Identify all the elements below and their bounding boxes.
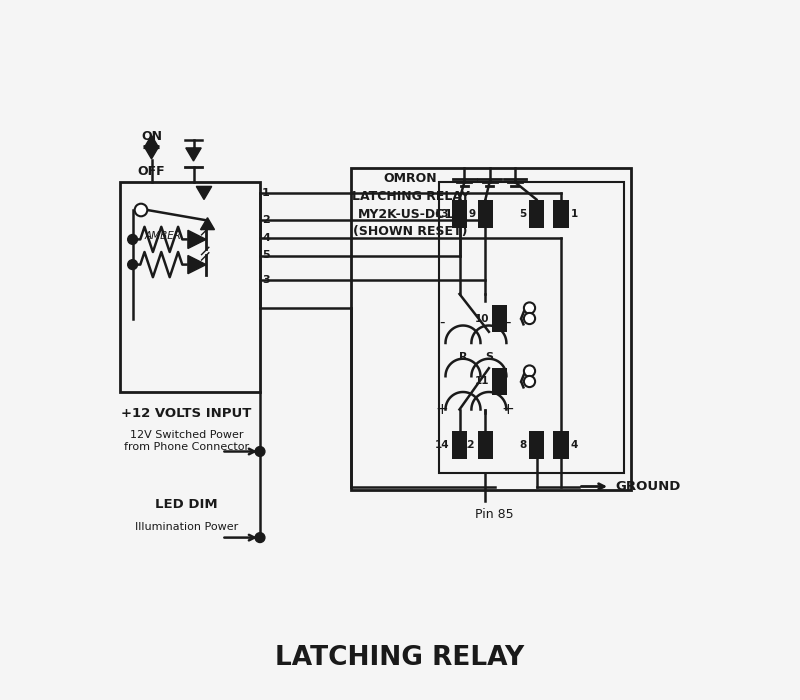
Polygon shape: [144, 146, 159, 159]
Text: 9: 9: [469, 209, 475, 218]
Text: 1: 1: [570, 209, 578, 218]
Circle shape: [128, 260, 138, 270]
Text: 14: 14: [435, 440, 450, 449]
Text: 12: 12: [461, 440, 475, 449]
Bar: [452, 430, 467, 458]
Bar: [452, 199, 467, 228]
Text: +12 VOLTS INPUT: +12 VOLTS INPUT: [122, 407, 252, 420]
Text: 8: 8: [519, 440, 526, 449]
Text: 5: 5: [262, 251, 270, 260]
Text: AMBER: AMBER: [145, 231, 182, 241]
Circle shape: [128, 234, 138, 244]
Text: Pin 85: Pin 85: [475, 508, 514, 521]
Text: Illumination Power: Illumination Power: [135, 522, 238, 531]
Text: 4: 4: [570, 440, 578, 449]
Circle shape: [524, 313, 535, 324]
Text: OFF: OFF: [138, 165, 166, 178]
Bar: [478, 199, 493, 228]
Text: 11: 11: [475, 377, 490, 386]
Text: 3: 3: [262, 275, 270, 285]
Polygon shape: [188, 256, 206, 274]
Text: LATCHING RELAY: LATCHING RELAY: [275, 645, 525, 671]
Bar: [492, 305, 507, 332]
Bar: [438, 182, 624, 472]
Text: 13: 13: [435, 209, 450, 218]
Text: 1: 1: [262, 188, 270, 197]
Polygon shape: [144, 135, 159, 148]
Circle shape: [524, 376, 535, 387]
Text: OMRON
LATCHING RELAY
MY2K-US-DC12
(SHOWN RESET): OMRON LATCHING RELAY MY2K-US-DC12 (SHOWN…: [352, 172, 470, 239]
Bar: [351, 168, 631, 490]
Circle shape: [524, 365, 535, 377]
Text: S: S: [485, 352, 493, 362]
Bar: [529, 199, 544, 228]
Text: 5: 5: [519, 209, 526, 218]
Text: 2: 2: [262, 216, 270, 225]
Polygon shape: [201, 218, 214, 230]
Text: +: +: [436, 402, 448, 417]
Text: ON: ON: [141, 130, 162, 143]
Text: 12V Switched Power
from Phone Connector: 12V Switched Power from Phone Connector: [124, 430, 249, 452]
Circle shape: [524, 302, 535, 314]
Bar: [492, 368, 507, 395]
Polygon shape: [188, 230, 206, 248]
Text: 4: 4: [262, 233, 270, 243]
Circle shape: [255, 533, 265, 542]
Polygon shape: [196, 186, 212, 200]
Bar: [554, 199, 569, 228]
Circle shape: [134, 204, 147, 216]
Polygon shape: [186, 148, 202, 161]
Bar: [529, 430, 544, 458]
Bar: [478, 430, 493, 458]
Text: GROUND: GROUND: [616, 480, 681, 493]
Text: +: +: [502, 402, 514, 417]
Text: -: -: [439, 314, 445, 330]
Text: -: -: [505, 314, 510, 330]
Bar: [554, 430, 569, 458]
Text: 10: 10: [475, 314, 490, 323]
Circle shape: [255, 447, 265, 456]
Bar: [120, 182, 260, 392]
Text: R: R: [458, 352, 467, 362]
Text: LED DIM: LED DIM: [155, 498, 218, 511]
